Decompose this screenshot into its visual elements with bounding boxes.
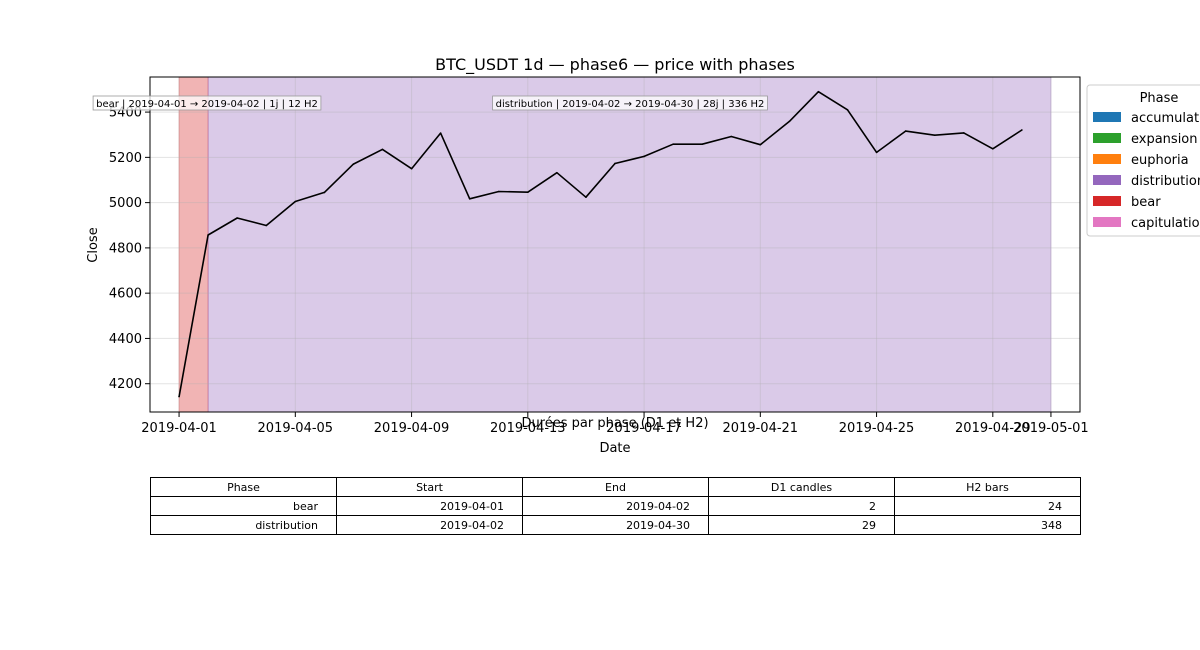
price-point [410,167,413,170]
y-axis-label: Close [86,227,101,262]
legend-swatch-euphoria [1093,154,1121,164]
y-tick-label: 4200 [109,377,142,392]
x-tick-label: 2019-04-13 [490,421,566,436]
x-tick-label: 2019-05-01 [1013,421,1089,436]
x-tick-label: 2019-04-25 [839,421,915,436]
phase-annotation-bear: bear | 2019-04-01 → 2019-04-02 | 1j | 12… [92,95,322,111]
table-header-row: Phase Start End D1 candles H2 bars [150,477,1081,497]
legend-label-capitulation: capitulation [1131,216,1200,231]
y-tick-label: 4400 [109,332,142,347]
legend-swatch-expansion [1093,133,1121,143]
price-point [759,143,762,146]
table-cell: 348 [894,515,1081,535]
price-point [672,143,674,146]
y-tick-label: 5200 [109,151,142,166]
price-point [265,224,268,227]
plot-frame [149,76,1081,413]
price-point [904,130,907,132]
phase-duration-table: Phase Start End D1 candles H2 bars bear … [150,477,1081,535]
x-tick-label: 2019-04-05 [258,421,334,436]
price-point [207,234,209,236]
legend-label-euphoria: euphoria [1131,153,1189,168]
price-point [817,90,820,93]
table-cell: 2019-04-02 [522,496,709,516]
phase-annotation-box [92,95,322,111]
legend-title: Phase [1140,91,1179,106]
price-point [992,147,994,150]
table-header-cell: H2 bars [894,477,1081,497]
table-title: Durées par phase (D1 et H2) [521,416,708,431]
phase-annotation-text: distribution | 2019-04-02 → 2019-04-30 |… [496,99,765,110]
price-point [497,190,500,193]
phase-annotation-text: bear | 2019-04-01 → 2019-04-02 | 1j | 12… [96,99,318,110]
price-point [585,196,587,198]
legend-swatch-bear [1093,196,1121,206]
price-point [962,132,965,134]
legend-label-accumulation: accumulation [1131,111,1200,126]
y-tick-label: 5000 [109,196,142,211]
price-point [730,135,733,138]
price-point [439,132,442,134]
table-header-cell: Phase [150,477,337,497]
price-point [643,155,645,158]
price-point [875,151,878,154]
phase-span-bear [178,76,209,413]
y-tick-label: 4600 [109,287,142,302]
price-point [1021,129,1023,131]
table-cell: 2019-04-01 [336,496,523,516]
price-point [468,197,471,200]
price-point [352,163,355,165]
y-tick-label: 4800 [109,241,142,256]
legend-swatch-accumulation [1093,112,1121,122]
price-point [294,200,297,203]
x-tick-label: 2019-04-29 [955,421,1031,436]
table-row: bear 2019-04-01 2019-04-02 2 24 [150,496,1081,516]
table-cell: distribution [150,515,337,535]
x-tick-label: 2019-04-17 [606,421,682,436]
legend-label-distribution: distribution [1131,174,1200,189]
table-header-cell: End [522,477,709,497]
table-row: distribution 2019-04-02 2019-04-30 29 34… [150,515,1081,535]
table-cell: 2019-04-02 [336,515,523,535]
price-point [846,109,849,111]
legend: Phase accumulation expansion euphoria distr… [1086,84,1200,237]
table-cell: 2 [708,496,895,516]
price-point [701,143,703,146]
table-header-cell: Start [336,477,523,497]
phase-annotation-distribution: distribution | 2019-04-02 → 2019-04-30 |… [492,95,768,111]
x-tick-label: 2019-04-09 [374,421,450,436]
price-point [614,162,616,165]
price-point [178,395,180,398]
table-cell: 24 [894,496,1081,516]
phase-span-distribution [207,76,1052,413]
price-point [381,148,384,151]
price-point [323,191,326,194]
price-point [788,120,791,123]
chart-title: BTC_USDT 1d — phase6 — price with phases [435,55,795,75]
x-tick-label: 2019-04-01 [141,421,217,436]
price-point [236,217,238,219]
x-axis-label: Date [599,441,630,456]
legend-swatch-distribution [1093,175,1121,185]
price-line [178,90,1023,397]
price-point [527,191,529,194]
table-cell: 29 [708,515,895,535]
price-point [933,134,936,136]
legend-label-bear: bear [1131,195,1161,210]
table-cell: 2019-04-30 [522,515,709,535]
table-cell: bear [150,496,337,516]
phase-annotation-box [492,95,768,111]
table-header-cell: D1 candles [708,477,895,497]
legend-label-expansion: expansion [1131,132,1198,147]
legend-swatch-capitulation [1093,217,1121,227]
x-tick-label: 2019-04-21 [723,421,799,436]
price-point [556,171,558,174]
